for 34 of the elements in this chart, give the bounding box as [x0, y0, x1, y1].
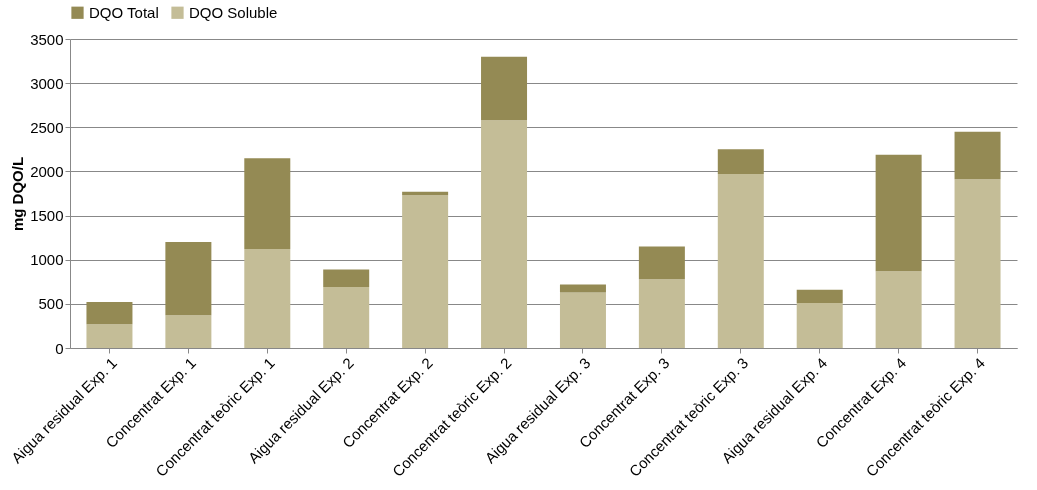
y-tick-label: 2000: [30, 162, 64, 180]
bar: [481, 56, 528, 121]
bar: [875, 271, 922, 348]
bar: [323, 269, 370, 288]
bar: [559, 292, 606, 348]
legend-label: DQO Soluble: [189, 3, 278, 21]
bar: [323, 287, 370, 348]
bar: [481, 120, 528, 348]
bar: [559, 284, 606, 293]
y-tick-label: 0: [55, 339, 64, 357]
y-tick-label: 3000: [30, 74, 64, 92]
y-tick-label: 500: [38, 295, 64, 313]
bar: [402, 195, 449, 348]
bar: [165, 315, 212, 348]
bar: [717, 174, 764, 348]
bar: [244, 158, 291, 250]
legend-label: DQO Total: [89, 3, 159, 21]
y-axis-title: mg DQO/L: [9, 156, 27, 232]
bar: [717, 149, 764, 175]
y-tick-label: 2500: [30, 118, 64, 136]
bar: [638, 246, 685, 280]
bar: [796, 289, 843, 303]
bar: [86, 302, 133, 325]
bar: [244, 249, 291, 348]
y-tick-label: 3500: [30, 30, 64, 48]
bar: [954, 131, 1001, 180]
y-tick-label: 1000: [30, 251, 64, 269]
bar: [875, 154, 922, 272]
bar: [954, 179, 1001, 348]
bar: [796, 302, 843, 348]
bar: [638, 279, 685, 348]
bar: [165, 242, 212, 316]
y-tick-label: 1500: [30, 207, 64, 225]
bar: [86, 324, 133, 348]
